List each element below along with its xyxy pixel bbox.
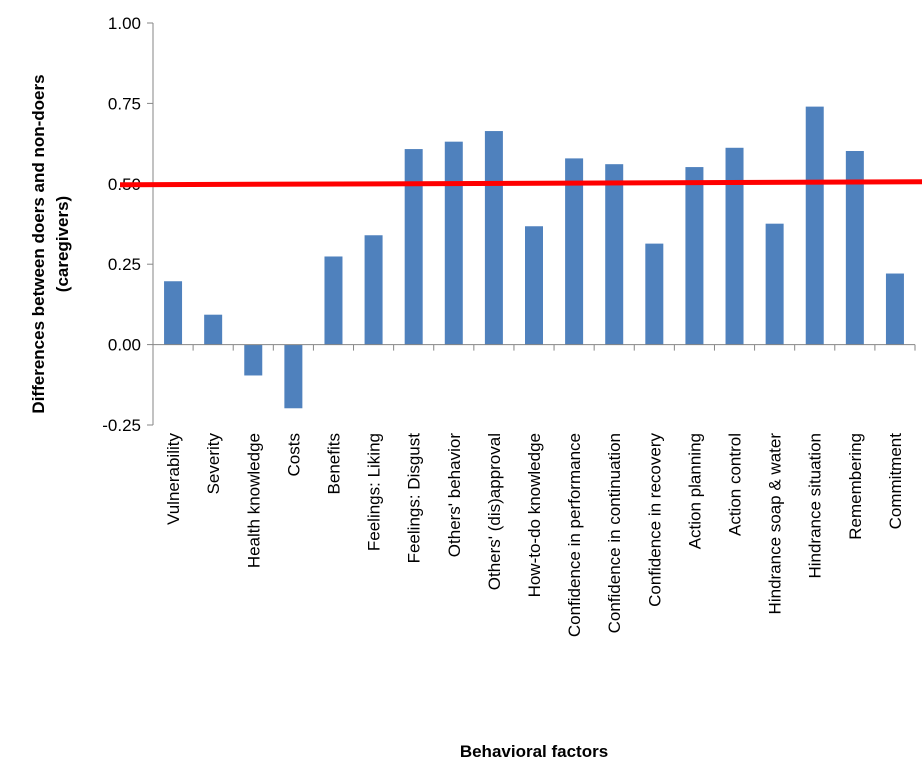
bar: [364, 235, 383, 345]
bar: [284, 344, 303, 409]
bar: [244, 344, 263, 376]
bar: [685, 167, 704, 345]
category-label: Feelings: Disgust: [405, 433, 424, 564]
category-label: How-to-do knowledge: [525, 433, 544, 597]
y-tick-label: 0.00: [108, 336, 141, 355]
y-tick-label: 0.75: [108, 94, 141, 113]
bar: [484, 131, 503, 345]
reference-line-group: [119, 179, 922, 188]
category-label: Benefits: [324, 433, 343, 494]
x-axis: Vulnerability Severity Health knowledge Cos…: [152, 344, 916, 637]
bar: [645, 243, 664, 345]
bar: [164, 281, 183, 345]
x-axis-title: Behavioral factors: [460, 742, 608, 761]
y-tick-label: 1.00: [108, 14, 141, 33]
bar: [725, 147, 744, 345]
y-axis-title-line-1: Differences between doers and non-doers: [29, 74, 48, 413]
category-label: Hindrance soap & water: [766, 433, 785, 615]
category-label: Commitment: [886, 433, 905, 530]
category-label: Health knowledge: [244, 433, 263, 568]
bar: [324, 256, 343, 345]
category-label: Vulnerability: [164, 433, 183, 525]
bar: [885, 273, 904, 345]
y-tick-label: -0.25: [102, 416, 141, 435]
bar: [765, 223, 784, 345]
y-axis: -0.250.000.250.500.751.00: [102, 14, 154, 435]
category-label: Action planning: [685, 433, 704, 549]
category-label: Remembering: [846, 433, 865, 540]
bar: [565, 158, 584, 345]
reference-line: [119, 179, 922, 188]
bar: [805, 106, 824, 345]
category-label: Others' behavior: [445, 433, 464, 558]
bar: [525, 226, 543, 345]
category-label: Action control: [726, 433, 745, 536]
bar: [444, 141, 463, 345]
category-label: Costs: [284, 433, 303, 476]
category-label: Confidence in continuation: [605, 433, 624, 633]
category-label: Confidence in recovery: [645, 433, 664, 607]
category-label: Severity: [204, 433, 223, 495]
bars-group: [164, 106, 904, 409]
category-label: Confidence in performance: [565, 433, 584, 637]
y-tick-label: 0.25: [108, 255, 141, 274]
bar: [605, 164, 624, 345]
bar: [404, 149, 423, 345]
y-axis-title-line-2: (caregivers): [53, 196, 72, 292]
category-label: Hindrance situation: [806, 433, 825, 579]
category-label: Feelings: Liking: [365, 433, 384, 551]
bar: [845, 150, 864, 345]
bar: [204, 314, 223, 345]
category-label: Others' (dis)approval: [485, 433, 504, 590]
